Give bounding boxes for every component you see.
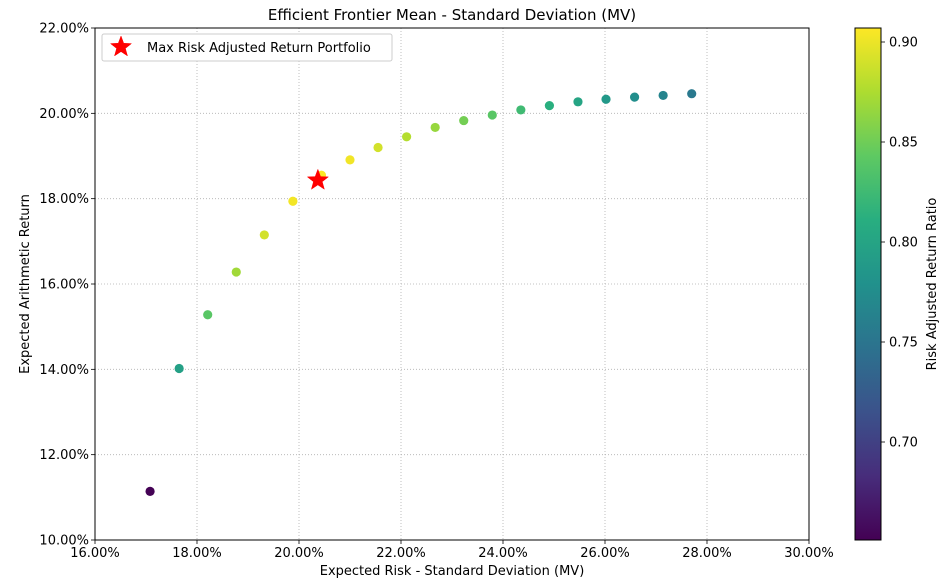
frontier-point	[430, 122, 440, 133]
x-tick-label: 26.00%	[580, 546, 630, 561]
legend-label: Max Risk Adjusted Return Portfolio	[147, 41, 371, 56]
colorbar-ticks: 0.70 0.75 0.80 0.85 0.90	[881, 36, 918, 451]
colorbar-tick-label: 0.70	[889, 436, 918, 451]
x-tick-label: 20.00%	[274, 546, 324, 561]
y-axis-label: Expected Arithmetic Return	[18, 194, 33, 374]
frontier-point	[459, 115, 469, 126]
frontier-point	[231, 267, 241, 277]
plot-frame	[94, 27, 810, 541]
frontier-point	[658, 90, 668, 101]
frontier-point	[203, 310, 213, 320]
frontier-point	[174, 363, 184, 374]
colorbar-tick-label: 0.75	[889, 336, 918, 351]
legend-box	[101, 33, 393, 62]
highlight-layer	[306, 168, 330, 190]
frontier-point	[345, 155, 355, 165]
colorbar-gradient	[854, 27, 882, 541]
y-tick-label: 20.00%	[39, 107, 89, 122]
legend-star-marker	[109, 35, 133, 57]
y-tick-label: 16.00%	[39, 278, 89, 293]
x-axis-label: Expected Risk - Standard Deviation (MV)	[320, 564, 585, 579]
frontier-point	[373, 142, 383, 153]
y-axis: 10.00% 12.00% 14.00% 16.00% 18.00% 20.00% 22.0…	[39, 22, 95, 549]
frontier-point	[259, 230, 269, 240]
y-tick-label: 22.00%	[39, 22, 89, 37]
y-tick-label: 18.00%	[39, 192, 89, 207]
frontier-point	[573, 97, 583, 107]
x-tick-label: 24.00%	[478, 546, 528, 561]
x-axis: 16.00% 18.00% 20.00% 22.00% 24.00% 26.00% 28.0…	[70, 540, 834, 561]
x-tick-label: 22.00%	[376, 546, 426, 561]
x-tick-label: 30.00%	[784, 546, 834, 561]
legend: Max Risk Adjusted Return Portfolio	[101, 33, 393, 62]
y-tick-label: 12.00%	[39, 448, 89, 463]
x-tick-label: 18.00%	[172, 546, 222, 561]
frontier-point	[544, 101, 555, 111]
colorbar-tick-label: 0.90	[889, 36, 918, 51]
frontier-point	[402, 132, 412, 142]
colorbar-tick-label: 0.80	[889, 236, 918, 251]
frontier-point	[687, 89, 697, 99]
chart-title: Efficient Frontier Mean - Standard Devia…	[268, 6, 636, 24]
x-tick-label: 28.00%	[682, 546, 732, 561]
colorbar-label: Risk Adjusted Return Ratio	[925, 198, 940, 371]
colorbar: 0.70 0.75 0.80 0.85 0.90 Risk Adjusted Retur…	[854, 27, 940, 541]
frontier-point	[487, 110, 497, 120]
scatter-points	[145, 89, 697, 496]
frontier-point	[629, 92, 640, 102]
frontier-point	[601, 94, 611, 104]
frontier-point	[288, 196, 298, 206]
y-tick-label: 14.00%	[39, 363, 89, 378]
frontier-point	[516, 105, 526, 115]
frontier-point	[145, 486, 155, 496]
colorbar-tick-label: 0.85	[889, 136, 918, 151]
max-risk-adjusted-star-marker	[306, 168, 330, 190]
grid-lines	[95, 28, 809, 540]
y-tick-label: 10.00%	[39, 534, 89, 549]
x-tick-label: 16.00%	[70, 546, 120, 561]
